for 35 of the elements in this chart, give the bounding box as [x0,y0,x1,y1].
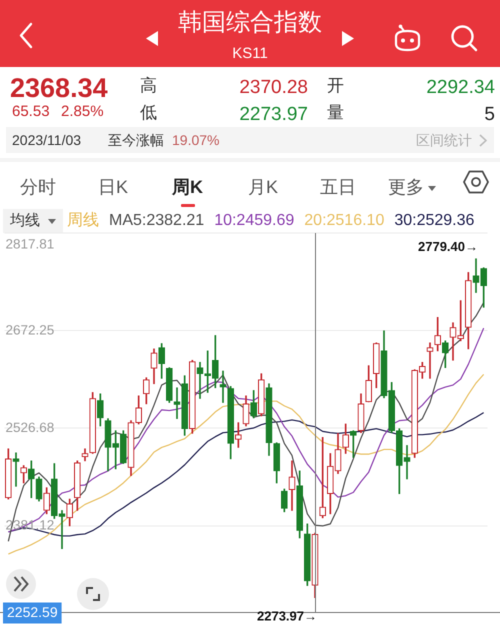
text: 分时 [20,177,56,197]
text: 更多 [388,177,424,197]
text: 月K [248,177,278,197]
text: 高 [140,76,157,95]
text: 2023/11/03 [12,132,82,148]
text: 65.53 [12,103,50,120]
y-tick-label: 2817.81 [6,236,54,252]
text: 20:2516.10 [304,212,384,229]
text: 2292.34 [426,77,495,98]
text: 10:2459.69 [214,212,294,229]
text: 日K [98,177,128,197]
y-tick-label: 2672.25 [6,322,54,338]
text: 30:2529.36 [394,212,474,229]
text: 19.07% [172,132,220,148]
text: 2368.34 [10,73,108,103]
chart-title: 韩国综合指数 [178,9,322,36]
text: 量 [327,103,344,122]
y-tick-label: 2526.68 [6,420,54,435]
text: 周K [172,177,203,197]
text: MA5:2382.21 [109,212,204,229]
annotation: 2779.40→ [418,238,478,254]
text: 五日 [320,177,356,197]
text: 均线 [10,212,40,229]
text: 5 [484,104,495,125]
text: 2273.97 [239,104,308,125]
text: 2.85% [61,103,104,120]
text: 2370.28 [239,77,308,98]
annotation: 2273.97→ [257,608,317,624]
text: 开 [327,76,344,95]
text: 至今涨幅 [108,132,164,148]
legend-title: 周线 [67,212,99,229]
text: 区间统计 [416,132,472,148]
ref-line-label: 2252.59 [7,604,58,620]
chart-subtitle: KS11 [232,45,268,62]
text: 低 [140,103,157,122]
